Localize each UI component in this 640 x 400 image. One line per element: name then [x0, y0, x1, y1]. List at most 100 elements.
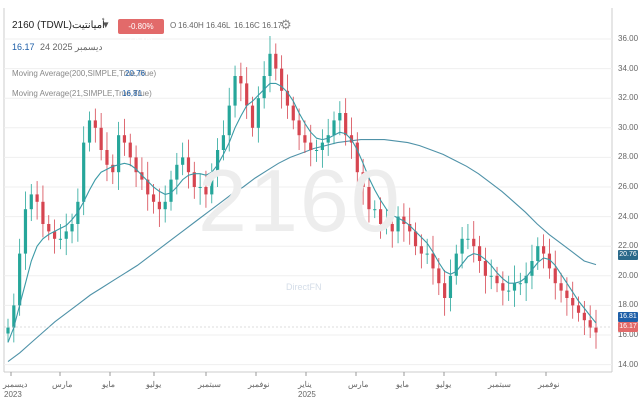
candle-body [361, 172, 365, 187]
candle-body [181, 157, 185, 165]
candle-body [151, 194, 156, 202]
gear-icon[interactable]: ⚙ [280, 17, 292, 32]
watermark-brand: DirectFN [286, 282, 322, 292]
candle-body [256, 98, 260, 128]
x-tick-label: مايو [102, 380, 116, 389]
candle-body [472, 238, 476, 247]
candle-body [571, 298, 575, 306]
candle-body [128, 142, 132, 158]
candle-body [483, 261, 487, 276]
candle-body [477, 246, 482, 261]
ma200-path [7, 139, 597, 363]
high-label: H [198, 21, 204, 30]
open-value: 16.40 [178, 21, 199, 30]
candle-body [280, 68, 284, 91]
candle-body [82, 142, 86, 202]
candle-body [402, 216, 406, 224]
candle-body [338, 113, 342, 121]
candle-body [134, 157, 138, 173]
year-label: 2023 [4, 390, 22, 399]
candle-body [588, 320, 592, 328]
candle-body [221, 135, 226, 150]
candle-body [35, 194, 39, 202]
x-tick-label: نوفمبر [248, 380, 270, 389]
y-tick-label: 22.00 [618, 241, 639, 251]
candle-body [594, 327, 598, 333]
ma21-legend-label[interactable]: Moving Average(21,SIMPLE,True,True) [12, 89, 152, 98]
open-label: O [170, 21, 177, 30]
ma200-legend-label[interactable]: Moving Average(200,SIMPLE,True,True) [12, 69, 157, 78]
watermark-symbol: 2160 [198, 151, 402, 250]
candle-body [553, 268, 557, 284]
candle-body [314, 150, 319, 151]
candle-body [576, 305, 581, 313]
candle-body [146, 179, 150, 195]
candle-body [274, 53, 278, 69]
candle-body [99, 127, 103, 150]
x-tick-label: يناير [298, 380, 312, 389]
low-value: 16.16 [234, 21, 255, 30]
candle-body [460, 238, 464, 254]
x-tick-label: ديسمبر [3, 380, 28, 389]
candle-body [122, 135, 127, 143]
y-tick-label: 18.00 [618, 300, 639, 310]
candle-body [233, 76, 237, 106]
candle-body [12, 305, 16, 328]
candle-body [192, 172, 196, 187]
candle-body [378, 209, 383, 224]
y-tick-label: 30.00 [618, 122, 639, 132]
high-value: 16.46 [206, 21, 227, 30]
y-tick-label: 32.00 [618, 93, 639, 103]
candle-body [163, 201, 167, 210]
y-tick-label: 24.00 [618, 211, 639, 221]
candle-body [466, 238, 470, 240]
ma200-price-pill: 20.76 [618, 250, 638, 260]
ma200-line [7, 139, 597, 363]
ma21-legend-value: 16.81 [122, 89, 143, 98]
candle-body [239, 76, 243, 84]
candle-body [268, 53, 272, 76]
y-tick-label: 34.00 [618, 63, 639, 73]
candle-body [443, 283, 447, 298]
ma21-line [7, 82, 597, 343]
candle-body [332, 120, 336, 136]
candle-body [495, 275, 499, 284]
candle-body [52, 231, 57, 239]
candle-body [419, 246, 423, 254]
candle-body [431, 253, 435, 269]
x-tick-label: نوفمبر [538, 380, 560, 389]
x-tick-label: يوليو [146, 380, 162, 389]
ma21-path [7, 82, 597, 343]
candle-body [454, 253, 458, 276]
candle-body [297, 120, 301, 136]
candle-body [157, 201, 161, 210]
candle-body [198, 187, 202, 188]
candle-body [262, 76, 266, 99]
candle-body [536, 246, 540, 261]
y-tick-label: 20.00 [618, 270, 639, 280]
symbol-title[interactable]: 2160 (TDWL) [12, 20, 73, 31]
candle-body [93, 120, 97, 128]
candle-body [87, 120, 92, 143]
candle-body [582, 312, 586, 321]
candle-body [489, 275, 493, 277]
candle-body [215, 150, 220, 173]
candle-body [530, 261, 534, 276]
candle-body [408, 224, 412, 232]
company-name: أميانتيت [72, 20, 105, 31]
candle-body [559, 283, 563, 291]
candle-body [512, 283, 517, 291]
candle-body [309, 142, 313, 150]
x-tick-label: يوليو [436, 380, 452, 389]
caret-down-icon[interactable]: ▾ [103, 19, 109, 31]
ma200-legend-value: 20.76 [125, 69, 146, 78]
candle-body [547, 253, 552, 269]
candle-body [355, 142, 359, 173]
x-tick-label: مارس [348, 380, 369, 389]
candle-body [285, 90, 290, 106]
candle-body [117, 135, 121, 173]
candle-body [373, 209, 377, 211]
candle-body [204, 187, 208, 195]
